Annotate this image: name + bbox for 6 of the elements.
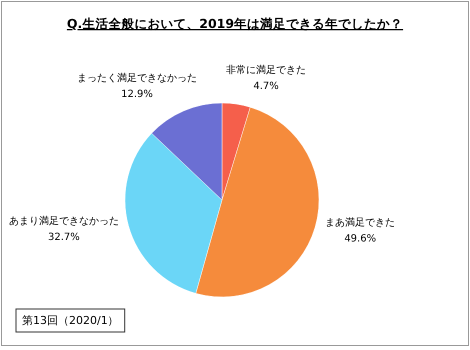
- chart-title: Q.生活全般において、2019年は満足できる年でしたか？: [66, 16, 404, 31]
- slice-label: あまり満足できなかった 32.7%: [8, 216, 119, 243]
- slice-label: まったく満足できなかった 12.9%: [76, 72, 197, 100]
- slice-label: まあ満足できた 49.6%: [325, 218, 396, 245]
- slice-label: 非常に満足できた 4.7%: [226, 65, 306, 92]
- text: 第13回（2020/1）: [22, 314, 119, 327]
